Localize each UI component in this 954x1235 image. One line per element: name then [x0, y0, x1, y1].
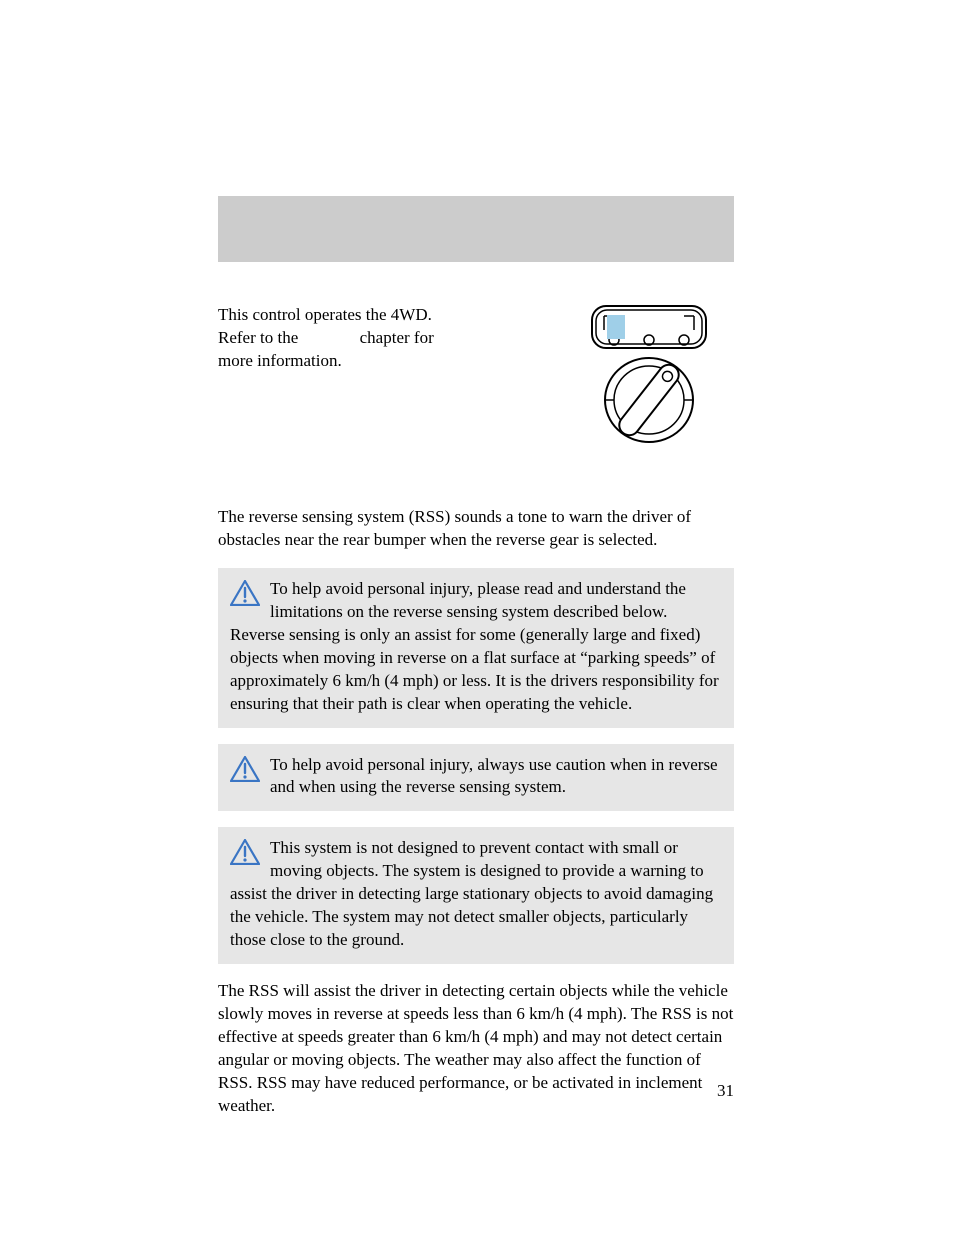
warning-box-3: This system is not designed to prevent c…: [218, 827, 734, 964]
4wd-dial-figure: [584, 300, 714, 457]
warning-box-2: To help avoid personal injury, always us…: [218, 744, 734, 812]
section1-line-b: Refer to the Driving chapter for: [218, 327, 498, 350]
section1-line-a: This control operates the 4WD.: [218, 304, 498, 327]
rss-intro-paragraph: The reverse sensing system (RSS) sounds …: [218, 506, 734, 552]
chapter-header-banner: [218, 196, 734, 262]
warning-triangle-icon: [230, 580, 266, 610]
section1-line-c: more information.: [218, 350, 498, 373]
warning-3-text: This system is not designed to prevent c…: [230, 838, 713, 949]
section1-suffix: chapter for: [355, 328, 433, 347]
warning-triangle-icon: [230, 839, 266, 869]
warning-1-text: To help avoid personal injury, please re…: [230, 579, 719, 713]
section1-prefix: Refer to the: [218, 328, 303, 347]
warning-2-text: To help avoid personal injury, always us…: [270, 755, 718, 797]
warning-triangle-icon: [230, 756, 266, 786]
warning-box-1: To help avoid personal injury, please re…: [218, 568, 734, 728]
page-number: 31: [218, 1080, 734, 1103]
